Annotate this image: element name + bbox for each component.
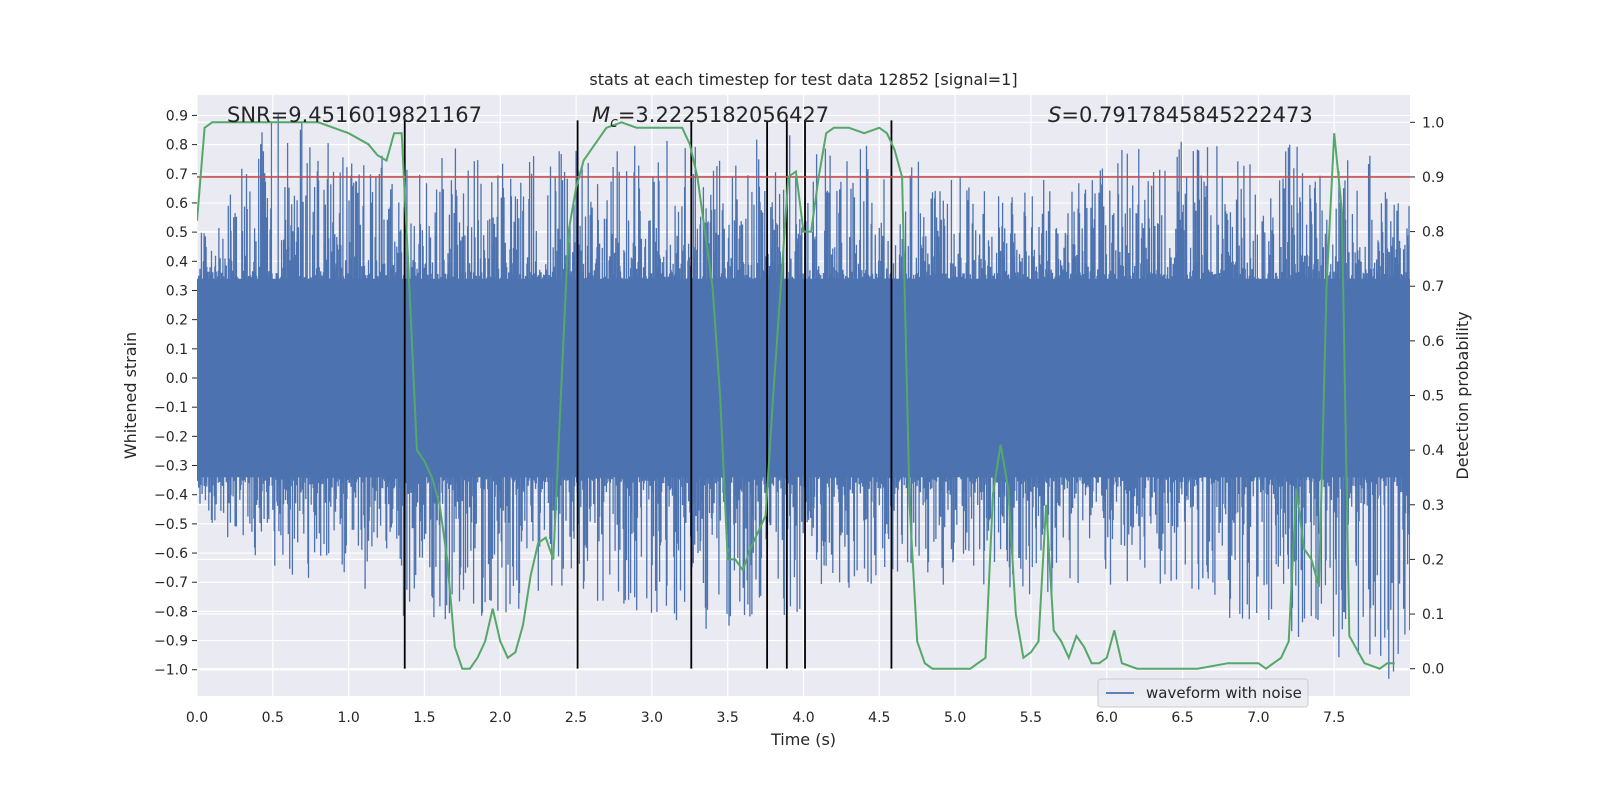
- y-left-tick-label: 0.4: [166, 254, 188, 270]
- axes: 0.0 0.5 1.0 1.5 2.0 2.5 3.0 3.5 4.0 4.5 5.0 5.5 6.0 6…: [154, 108, 1444, 726]
- y-right-tick-label: 0.4: [1422, 443, 1444, 459]
- chirp-mass-subscript: c: [610, 115, 618, 131]
- x-tick-label: 7.0: [1247, 710, 1269, 726]
- y-right-tick-label: 0.5: [1422, 389, 1444, 405]
- y-right-tick-label: 0.1: [1422, 607, 1444, 623]
- y-axis-label-left: Whitened strain: [121, 332, 140, 459]
- y-right-tick-label: 0.3: [1422, 498, 1444, 514]
- s-statistic-value: =0.7917845845222473: [1061, 103, 1312, 127]
- x-tick-label: 6.0: [1096, 710, 1118, 726]
- x-tick-label: 1.5: [413, 710, 435, 726]
- y-right-tick-label: 0.2: [1422, 552, 1444, 568]
- chirp-mass-value: =3.2225182056427: [618, 103, 829, 127]
- y-left-tick-label: −0.4: [154, 488, 188, 504]
- chirp-mass-symbol: M: [592, 103, 610, 127]
- y-left-tick-label: −0.6: [154, 546, 188, 562]
- waveform-core: [197, 278, 1410, 478]
- x-tick-label: 0.5: [262, 710, 284, 726]
- legend: waveform with noise: [1097, 678, 1309, 708]
- x-tick-label: 2.5: [565, 710, 587, 726]
- y-right-tick-label: 0.0: [1422, 662, 1444, 678]
- y-left-tick-label: −0.2: [154, 429, 188, 445]
- y-right-tick-label: 0.6: [1422, 334, 1444, 350]
- s-statistic-symbol: S: [1048, 103, 1061, 127]
- y-left-tick-label: 0.6: [166, 196, 188, 212]
- x-tick-label: 3.0: [641, 710, 663, 726]
- y-left-tick-label: 0.1: [166, 342, 188, 358]
- x-tick-label: 7.5: [1323, 710, 1345, 726]
- y-left-tick-label: −0.7: [154, 575, 188, 591]
- y-right-tick-label: 0.9: [1422, 170, 1444, 186]
- y-left-tick-label: 0.3: [166, 283, 188, 299]
- y-left-tick-label: 0.8: [166, 138, 188, 154]
- x-axis-label: Time (s): [770, 730, 836, 749]
- legend-box: [1097, 678, 1309, 708]
- x-tick-label: 3.5: [717, 710, 739, 726]
- waveform-series: [197, 114, 1410, 679]
- x-tick-label: 6.5: [1171, 710, 1193, 726]
- y-left-tick-label: −0.8: [154, 604, 188, 620]
- probability-line: [197, 121, 1395, 670]
- y-left-tick-label: −0.5: [154, 517, 188, 533]
- x-tick-label: 5.5: [1020, 710, 1042, 726]
- y-left-tick-label: 0.7: [166, 167, 188, 183]
- x-tick-label: 4.0: [792, 710, 814, 726]
- x-tick-label: 1.0: [337, 710, 359, 726]
- probability-series: [197, 121, 1395, 670]
- x-tick-label: 0.0: [186, 710, 208, 726]
- y-axis-label-right: Detection probability: [1453, 311, 1472, 479]
- snr-annotation: SNR=9.4516019821167: [227, 103, 482, 127]
- y-left-tick-label: −0.1: [154, 400, 188, 416]
- x-tick-label: 4.5: [868, 710, 890, 726]
- y-left-tick-label: 0.2: [166, 313, 188, 329]
- chirp-mass-annotation: Mc=3.2225182056427: [592, 103, 829, 131]
- chart-title: stats at each timestep for test data 128…: [589, 70, 1017, 89]
- s-statistic-annotation: S=0.7917845845222473: [1048, 103, 1313, 127]
- x-tick-label: 2.0: [489, 710, 511, 726]
- y-left-tick-label: −1.0: [154, 663, 188, 679]
- y-left-tick-label: −0.3: [154, 459, 188, 475]
- y-right-tick-label: 0.7: [1422, 279, 1444, 295]
- y-left-tick-label: −0.9: [154, 634, 188, 650]
- x-tick-label: 5.0: [944, 710, 966, 726]
- y-left-tick-label: 0.5: [166, 225, 188, 241]
- legend-label-waveform: waveform with noise: [1146, 684, 1302, 702]
- y-right-tick-label: 0.8: [1422, 225, 1444, 241]
- y-left-tick-label: 0.0: [166, 371, 188, 387]
- y-right-tick-label: 1.0: [1422, 115, 1444, 131]
- y-left-tick-label: 0.9: [166, 108, 188, 124]
